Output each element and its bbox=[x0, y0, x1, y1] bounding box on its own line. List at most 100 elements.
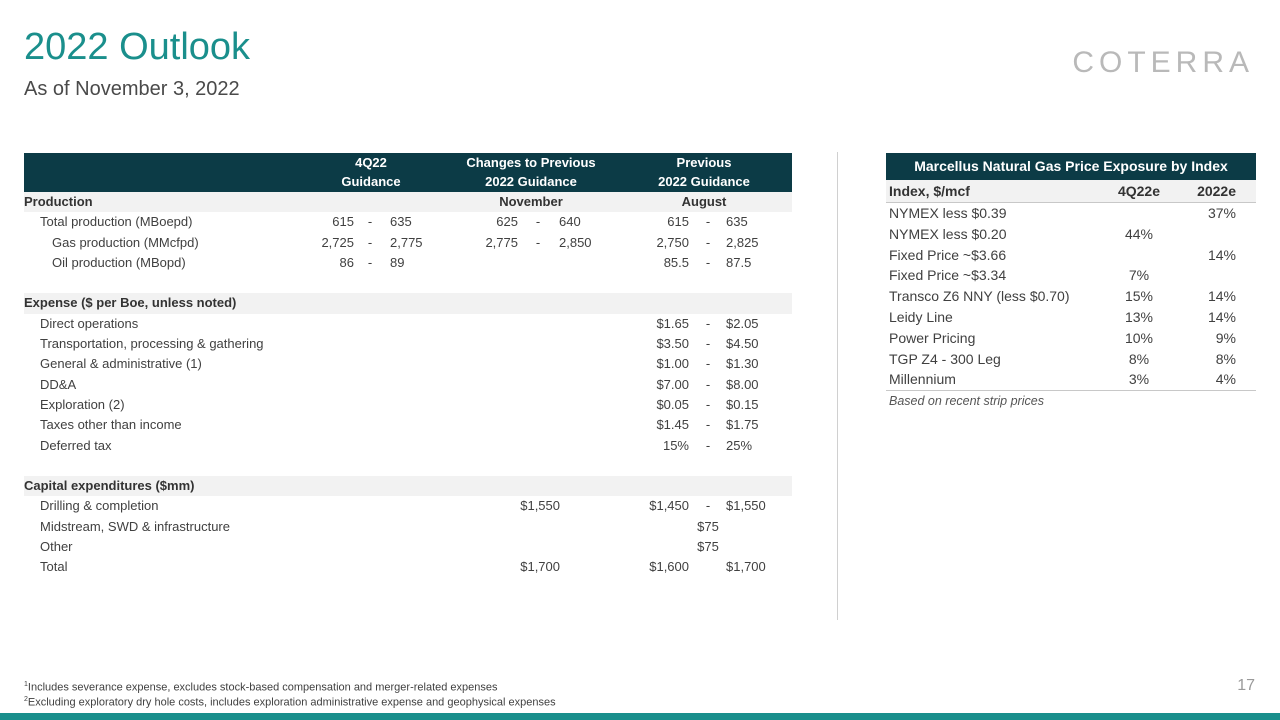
previous-high: 2,825 bbox=[726, 234, 759, 250]
previous-dash: - bbox=[705, 254, 711, 270]
q4-guidance-dash: - bbox=[367, 214, 373, 230]
row-label: DD&A bbox=[40, 376, 77, 392]
marcellus-table-title: Marcellus Natural Gas Price Exposure by … bbox=[886, 153, 1256, 180]
guidance-table-header: 4Q22 Guidance Changes to Previous 2022 G… bbox=[24, 153, 792, 192]
previous-low: $0.05 bbox=[656, 396, 689, 412]
previous-low: $1,600 bbox=[649, 559, 689, 575]
value-4q22e: 13% bbox=[1124, 308, 1154, 325]
value-2022e: 9% bbox=[1215, 329, 1236, 346]
table-row: Midstream, SWD & infrastructure $75 bbox=[24, 517, 792, 537]
change-dash: - bbox=[535, 234, 541, 250]
marcellus-row: Fixed Price ~$3.34 7% bbox=[886, 265, 1256, 286]
value-4q22e: 3% bbox=[1128, 371, 1150, 388]
previous-low: 2,750 bbox=[656, 234, 689, 250]
value-4q22e: 10% bbox=[1124, 329, 1154, 346]
change-value: $1,550 bbox=[520, 498, 560, 514]
marcellus-note: Based on recent strip prices bbox=[889, 394, 1044, 409]
value-4q22e: 15% bbox=[1124, 288, 1154, 305]
col-label-august: August bbox=[681, 194, 727, 209]
change-high: 2,850 bbox=[559, 234, 592, 250]
value-4q22e: 7% bbox=[1128, 267, 1150, 284]
previous-high: 87.5 bbox=[726, 254, 752, 270]
previous-dash: - bbox=[705, 437, 711, 453]
marcellus-row: TGP Z4 - 300 Leg 8% 8% bbox=[886, 349, 1256, 370]
previous-high: 25% bbox=[726, 437, 753, 453]
table-row: Drilling & completion $1,550 $1,450- $1,550 bbox=[24, 496, 792, 516]
previous-dash: - bbox=[705, 234, 711, 250]
previous-low: $1.45 bbox=[656, 417, 689, 433]
row-label: Deferred tax bbox=[40, 437, 112, 453]
table-row: DD&A $7.00- $8.00 bbox=[24, 375, 792, 395]
value-4q22e: 8% bbox=[1128, 350, 1150, 367]
table-row: Transportation, processing & gathering $3… bbox=[24, 334, 792, 354]
previous-low: 15% bbox=[662, 437, 689, 453]
value-2022e: 4% bbox=[1215, 371, 1236, 388]
previous-dash: - bbox=[705, 214, 711, 230]
row-label: General & administrative (1) bbox=[40, 356, 202, 372]
section-label: Capital expenditures ($mm) bbox=[24, 478, 195, 494]
page-number: 17 bbox=[1237, 677, 1255, 694]
previous-high: $2.05 bbox=[726, 315, 759, 331]
change-high: 640 bbox=[559, 214, 581, 230]
previous-dash: - bbox=[705, 315, 711, 331]
marcellus-row: Fixed Price ~$3.66 14% bbox=[886, 245, 1256, 266]
q4-guidance-high: 89 bbox=[390, 254, 405, 270]
section-expense: Expense ($ per Boe, unless noted) bbox=[24, 293, 792, 314]
table-row: Total $1,700 $1,600 $1,700 bbox=[24, 557, 792, 577]
index-name: Transco Z6 NNY (less $0.70) bbox=[889, 288, 1070, 305]
marcellus-row: NYMEX less $0.20 44% bbox=[886, 224, 1256, 245]
table-row: Taxes other than income $1.45- $1.75 bbox=[24, 415, 792, 435]
q4-guidance-low: 615 bbox=[332, 214, 354, 230]
marcellus-row: Millennium 3% 4% bbox=[886, 369, 1256, 392]
table-row: Gas production (MMcfpd) 2,725-2,775 2,775-… bbox=[24, 233, 792, 253]
index-name: Millennium bbox=[889, 371, 956, 388]
marcellus-table: Marcellus Natural Gas Price Exposure by … bbox=[886, 153, 1256, 408]
row-label: Total bbox=[40, 559, 68, 575]
company-logo: COTERRA bbox=[1072, 46, 1254, 79]
table-row: Oil production (MBopd) 86-89 85.5-87.5 bbox=[24, 253, 792, 273]
page-subtitle: As of November 3, 2022 bbox=[24, 78, 240, 100]
section-label: Expense ($ per Boe, unless noted) bbox=[24, 295, 237, 311]
table-row: Other $75 bbox=[24, 537, 792, 557]
table-row: Deferred tax 15% -25% bbox=[24, 436, 792, 456]
previous-low: 85.5 bbox=[663, 254, 689, 270]
row-label: Gas production (MMcfpd) bbox=[52, 234, 199, 250]
footnote-1: 1Includes severance expense, excludes st… bbox=[24, 681, 498, 694]
index-name: NYMEX less $0.20 bbox=[889, 225, 1007, 242]
section-capex: Capital expenditures ($mm) bbox=[24, 476, 792, 497]
previous-high: $1,700 bbox=[726, 559, 766, 575]
table-row: Exploration (2) $0.05- $0.15 bbox=[24, 395, 792, 415]
change-low: 625 bbox=[496, 214, 518, 230]
marcellus-row: NYMEX less $0.39 37% bbox=[886, 203, 1256, 224]
change-dash: - bbox=[535, 214, 541, 230]
index-name: Fixed Price ~$3.66 bbox=[889, 246, 1007, 263]
guidance-table-body: Production November August Total production… bbox=[24, 192, 792, 578]
index-name: TGP Z4 - 300 Leg bbox=[889, 350, 1001, 367]
bottom-accent-bar bbox=[0, 713, 1280, 720]
index-name: NYMEX less $0.39 bbox=[889, 205, 1007, 221]
row-label: Direct operations bbox=[40, 315, 139, 331]
previous-dash: - bbox=[705, 376, 711, 392]
previous-low: $1.65 bbox=[656, 315, 689, 331]
row-label: Drilling & completion bbox=[40, 498, 159, 514]
section-label: Production bbox=[24, 194, 93, 209]
q4-guidance-high: 635 bbox=[390, 214, 412, 230]
header-col-previous: Previous 2022 Guidance bbox=[658, 155, 750, 189]
previous-low: $1,450 bbox=[649, 498, 689, 514]
previous-low: 615 bbox=[667, 214, 689, 230]
previous-high: $0.15 bbox=[726, 396, 759, 412]
value-2022e: 37% bbox=[1207, 205, 1236, 221]
previous-dash: - bbox=[705, 356, 711, 372]
previous-dash: - bbox=[705, 498, 711, 514]
row-label: Taxes other than income bbox=[40, 417, 182, 433]
page-title: 2022 Outlook bbox=[24, 26, 251, 68]
previous-low: $7.00 bbox=[656, 376, 689, 392]
previous-dash: - bbox=[705, 336, 711, 352]
value-2022e: 14% bbox=[1207, 308, 1236, 325]
row-label: Exploration (2) bbox=[40, 396, 125, 412]
q4-guidance-high: 2,775 bbox=[390, 234, 423, 250]
row-label: Oil production (MBopd) bbox=[52, 254, 186, 270]
row-label: Transportation, processing & gathering bbox=[40, 336, 264, 352]
col-label-november: November bbox=[499, 194, 563, 209]
previous-high: $1,550 bbox=[726, 498, 766, 514]
